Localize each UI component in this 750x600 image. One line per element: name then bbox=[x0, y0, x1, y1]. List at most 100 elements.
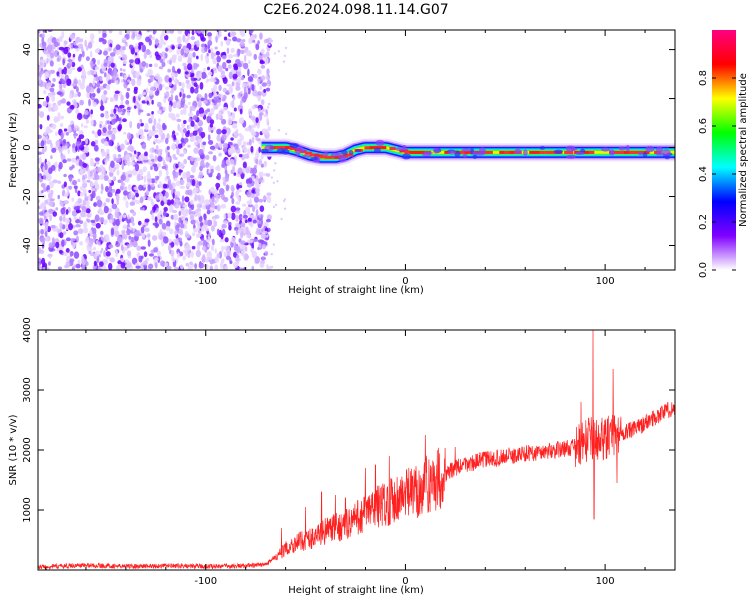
noise-speck bbox=[235, 85, 241, 92]
noise-speck bbox=[146, 100, 149, 105]
noise-speck bbox=[227, 212, 232, 219]
noise-speck bbox=[252, 238, 259, 243]
ridge-blob bbox=[539, 146, 546, 150]
noise-speck bbox=[260, 65, 266, 69]
noise-speck bbox=[163, 236, 169, 244]
noise-speck bbox=[82, 182, 88, 189]
noise-speck bbox=[57, 112, 61, 118]
noise-speck bbox=[44, 267, 50, 270]
noise-speck bbox=[38, 263, 41, 270]
noise-speck bbox=[73, 251, 80, 259]
noise-speck bbox=[157, 162, 161, 168]
ridge-core bbox=[539, 150, 545, 154]
noise-speck bbox=[103, 72, 107, 78]
x-tick-label: 0 bbox=[402, 276, 408, 287]
noise-speck bbox=[191, 232, 196, 237]
noise-speck bbox=[39, 111, 45, 118]
noise-speck bbox=[213, 52, 217, 57]
ridge-core bbox=[319, 155, 328, 159]
noise-speck bbox=[199, 113, 205, 118]
noise-speck bbox=[209, 145, 216, 150]
noise-speck bbox=[67, 59, 73, 63]
noise-speck bbox=[170, 214, 175, 220]
noise-speck bbox=[207, 236, 211, 242]
noise-speck bbox=[164, 34, 169, 41]
noise-speck bbox=[106, 46, 113, 52]
noise-speck bbox=[91, 97, 95, 101]
noise-speck bbox=[176, 48, 180, 56]
noise-speck bbox=[73, 230, 79, 236]
noise-speck bbox=[182, 204, 188, 208]
noise-speck bbox=[158, 151, 161, 157]
noise-speck bbox=[69, 33, 76, 40]
noise-speck bbox=[89, 50, 93, 58]
noise-speck bbox=[255, 187, 260, 194]
noise-speck bbox=[263, 160, 268, 168]
noise-speck bbox=[62, 139, 67, 144]
noise-speck bbox=[105, 255, 111, 260]
spectrogram-y-axis-label: Frequency (Hz) bbox=[8, 112, 19, 188]
noise-speck bbox=[151, 36, 155, 41]
noise-speck bbox=[254, 256, 260, 264]
noise-speck bbox=[115, 188, 121, 194]
snr-x-axis-label: Height of straight line (km) bbox=[288, 585, 424, 596]
noise-speck bbox=[100, 230, 104, 235]
noise-speck bbox=[270, 39, 274, 43]
noise-speck bbox=[150, 178, 156, 184]
noise-speck bbox=[88, 98, 91, 107]
noise-speck bbox=[67, 148, 71, 155]
noise-speck bbox=[107, 131, 113, 135]
noise-speck bbox=[197, 194, 201, 201]
noise-speck bbox=[66, 78, 72, 87]
noise-speck bbox=[255, 158, 259, 165]
noise-speck bbox=[119, 143, 125, 151]
noise-speck bbox=[146, 173, 151, 180]
noise-speck bbox=[258, 54, 263, 61]
noise-speck bbox=[55, 207, 59, 211]
noise-speck bbox=[189, 174, 195, 179]
noise-speck bbox=[73, 185, 78, 189]
noise-speck bbox=[113, 67, 118, 75]
noise-speck bbox=[166, 90, 169, 98]
noise-speck bbox=[210, 107, 215, 112]
noise-speck bbox=[196, 203, 202, 209]
noise-speck bbox=[91, 190, 96, 199]
noise-speck bbox=[45, 95, 50, 103]
noise-speck bbox=[114, 95, 119, 102]
noise-speck bbox=[128, 192, 132, 200]
noise-speck bbox=[224, 237, 229, 243]
noise-speck bbox=[174, 194, 178, 200]
noise-speck bbox=[71, 238, 76, 242]
noise-speck bbox=[122, 233, 125, 240]
noise-speck bbox=[179, 237, 183, 242]
noise-speck bbox=[251, 265, 255, 270]
ridge-core bbox=[534, 150, 541, 154]
noise-speck bbox=[257, 177, 263, 183]
noise-speck bbox=[189, 261, 193, 266]
noise-speck bbox=[208, 140, 214, 145]
noise-speck bbox=[103, 140, 109, 147]
noise-speck bbox=[106, 73, 111, 81]
noise-speck bbox=[260, 214, 263, 222]
ridge-core bbox=[404, 150, 411, 154]
noise-speck bbox=[232, 120, 238, 125]
noise-speck bbox=[76, 127, 80, 132]
noise-speck bbox=[68, 185, 73, 190]
noise-speck bbox=[62, 58, 65, 66]
ridge-blob bbox=[276, 148, 286, 154]
noise-speck bbox=[52, 179, 58, 184]
noise-speck bbox=[84, 145, 89, 154]
noise-speck bbox=[190, 72, 195, 78]
noise-speck bbox=[117, 260, 123, 265]
noise-speck bbox=[220, 40, 224, 47]
noise-speck bbox=[221, 163, 226, 168]
noise-speck bbox=[68, 175, 73, 182]
noise-speck bbox=[100, 190, 103, 194]
noise-speck bbox=[131, 78, 136, 87]
ridge-blob bbox=[608, 149, 615, 156]
noise-speck bbox=[187, 144, 191, 148]
noise-speck bbox=[196, 157, 201, 162]
noise-speck bbox=[56, 71, 60, 76]
noise-speck bbox=[256, 122, 260, 129]
noise-speck bbox=[98, 261, 104, 267]
